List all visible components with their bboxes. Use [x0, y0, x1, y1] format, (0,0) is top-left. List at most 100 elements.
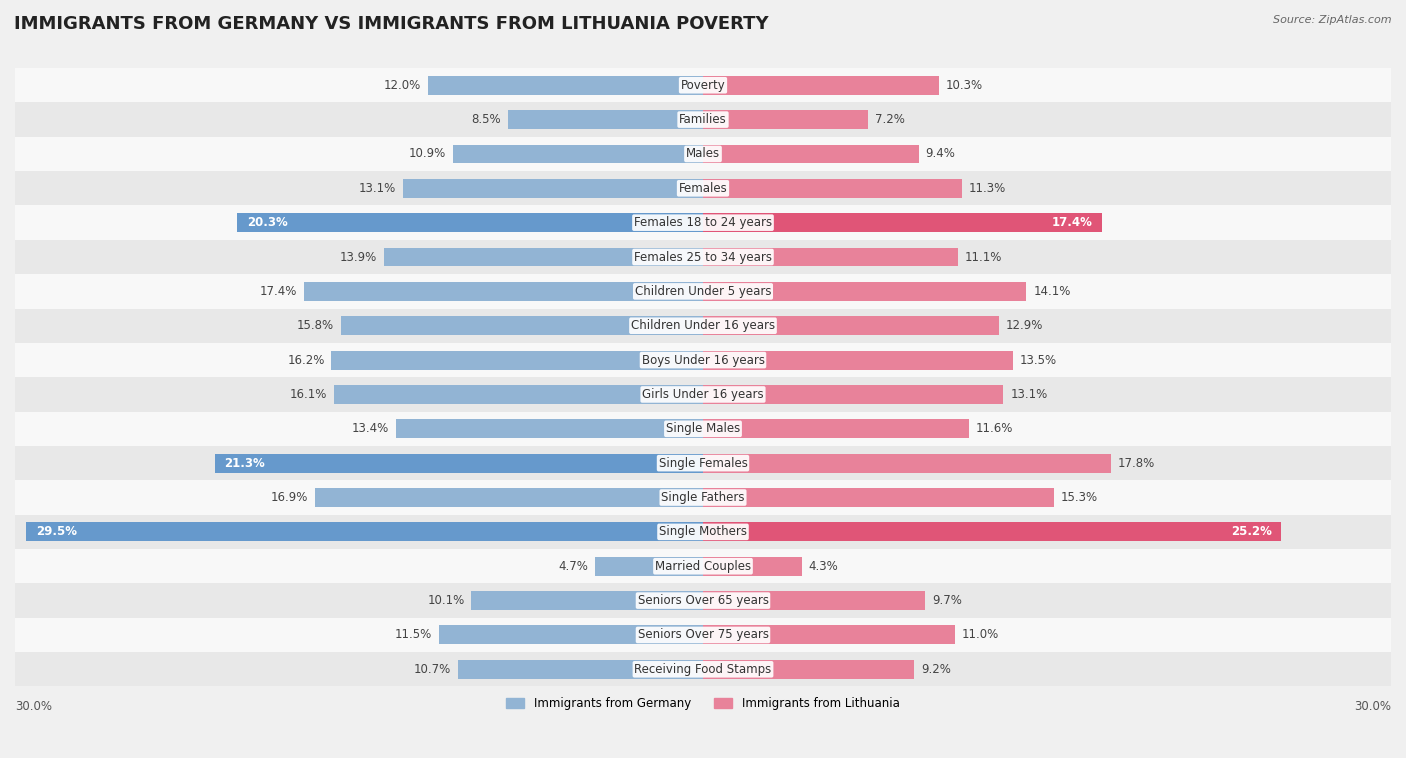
Bar [15, 136, 1391, 171]
Bar [703, 419, 969, 438]
Bar [703, 179, 962, 198]
Bar [304, 282, 703, 301]
Bar [15, 102, 1391, 136]
Text: Males: Males [686, 148, 720, 161]
Bar [315, 488, 703, 507]
Text: Seniors Over 75 years: Seniors Over 75 years [637, 628, 769, 641]
Text: 11.5%: 11.5% [395, 628, 433, 641]
Text: 12.9%: 12.9% [1005, 319, 1043, 332]
Text: 11.1%: 11.1% [965, 251, 1002, 264]
Bar [471, 591, 703, 610]
Text: Married Couples: Married Couples [655, 559, 751, 573]
Bar [457, 660, 703, 678]
Text: 8.5%: 8.5% [471, 113, 501, 126]
Bar [508, 110, 703, 129]
Bar [703, 76, 939, 95]
Text: 30.0%: 30.0% [1354, 700, 1391, 713]
Text: Children Under 5 years: Children Under 5 years [634, 285, 772, 298]
Text: Girls Under 16 years: Girls Under 16 years [643, 388, 763, 401]
Text: 11.3%: 11.3% [969, 182, 1007, 195]
Bar [15, 515, 1391, 549]
Bar [15, 652, 1391, 687]
Text: Children Under 16 years: Children Under 16 years [631, 319, 775, 332]
Bar [15, 584, 1391, 618]
Bar [340, 316, 703, 335]
Text: 9.2%: 9.2% [921, 662, 950, 676]
Bar [703, 351, 1012, 370]
Bar [703, 316, 998, 335]
Text: 15.3%: 15.3% [1060, 491, 1098, 504]
Text: 4.3%: 4.3% [808, 559, 838, 573]
Text: 7.2%: 7.2% [875, 113, 905, 126]
Bar [15, 446, 1391, 481]
Bar [332, 351, 703, 370]
Text: 13.9%: 13.9% [340, 251, 377, 264]
Text: 13.4%: 13.4% [352, 422, 389, 435]
Bar [703, 488, 1054, 507]
Text: Females 25 to 34 years: Females 25 to 34 years [634, 251, 772, 264]
Bar [15, 481, 1391, 515]
Bar [15, 240, 1391, 274]
Bar [703, 557, 801, 575]
Text: Receiving Food Stamps: Receiving Food Stamps [634, 662, 772, 676]
Bar [15, 377, 1391, 412]
Text: 13.1%: 13.1% [359, 182, 395, 195]
Bar [384, 248, 703, 267]
Bar [703, 385, 1004, 404]
Bar [703, 248, 957, 267]
Bar [395, 419, 703, 438]
Text: IMMIGRANTS FROM GERMANY VS IMMIGRANTS FROM LITHUANIA POVERTY: IMMIGRANTS FROM GERMANY VS IMMIGRANTS FR… [14, 15, 769, 33]
Bar [238, 213, 703, 232]
Bar [453, 145, 703, 164]
Text: 11.6%: 11.6% [976, 422, 1014, 435]
Text: 13.1%: 13.1% [1011, 388, 1047, 401]
Text: 13.5%: 13.5% [1019, 353, 1056, 367]
Bar [703, 454, 1111, 472]
Text: 21.3%: 21.3% [224, 456, 264, 470]
Text: Source: ZipAtlas.com: Source: ZipAtlas.com [1274, 15, 1392, 25]
Text: Single Males: Single Males [666, 422, 740, 435]
Bar [15, 205, 1391, 240]
Bar [703, 660, 914, 678]
Text: Seniors Over 65 years: Seniors Over 65 years [637, 594, 769, 607]
Text: 29.5%: 29.5% [35, 525, 77, 538]
Text: 17.4%: 17.4% [260, 285, 297, 298]
Text: 17.8%: 17.8% [1118, 456, 1156, 470]
Bar [703, 145, 918, 164]
Bar [402, 179, 703, 198]
Bar [215, 454, 703, 472]
Text: Females 18 to 24 years: Females 18 to 24 years [634, 216, 772, 229]
Text: 10.9%: 10.9% [409, 148, 446, 161]
Bar [703, 213, 1102, 232]
Bar [703, 522, 1281, 541]
Text: 14.1%: 14.1% [1033, 285, 1070, 298]
Text: 10.7%: 10.7% [413, 662, 451, 676]
Text: 16.2%: 16.2% [287, 353, 325, 367]
Bar [15, 68, 1391, 102]
Bar [333, 385, 703, 404]
Bar [15, 274, 1391, 309]
Bar [703, 591, 925, 610]
Legend: Immigrants from Germany, Immigrants from Lithuania: Immigrants from Germany, Immigrants from… [502, 692, 904, 715]
Bar [703, 625, 955, 644]
Bar [15, 618, 1391, 652]
Bar [595, 557, 703, 575]
Bar [703, 110, 868, 129]
Bar [15, 549, 1391, 584]
Text: 9.4%: 9.4% [925, 148, 955, 161]
Text: 4.7%: 4.7% [558, 559, 588, 573]
Text: 20.3%: 20.3% [246, 216, 287, 229]
Text: 16.9%: 16.9% [271, 491, 308, 504]
Bar [15, 171, 1391, 205]
Text: Females: Females [679, 182, 727, 195]
Bar [439, 625, 703, 644]
Text: Families: Families [679, 113, 727, 126]
Text: 15.8%: 15.8% [297, 319, 333, 332]
Bar [27, 522, 703, 541]
Bar [427, 76, 703, 95]
Text: Boys Under 16 years: Boys Under 16 years [641, 353, 765, 367]
Bar [15, 343, 1391, 377]
Text: 9.7%: 9.7% [932, 594, 962, 607]
Text: 16.1%: 16.1% [290, 388, 326, 401]
Text: 17.4%: 17.4% [1052, 216, 1092, 229]
